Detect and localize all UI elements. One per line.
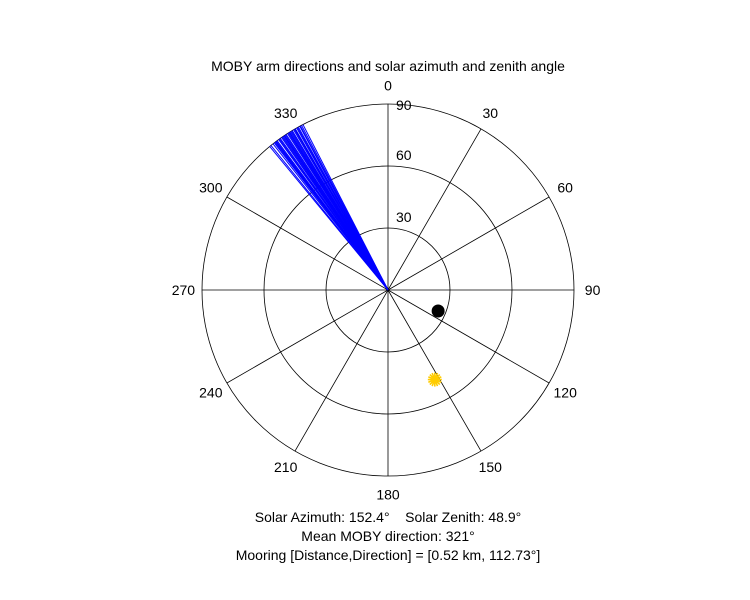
moby-arm-ray-24 — [279, 138, 389, 291]
radial-label-90: 90 — [396, 97, 412, 113]
axis-labels: 0 30 60 90 120 150 180 210 240 270 300 330 30 60 90 — [172, 77, 601, 502]
sun-core — [430, 375, 439, 384]
angle-label-300: 300 — [199, 180, 223, 196]
angular-spoke-210 — [294, 289, 389, 452]
angular-spoke-300 — [226, 196, 389, 291]
moby-arm-ray-32 — [274, 141, 389, 291]
angle-label-60: 60 — [557, 180, 573, 196]
angle-label-210: 210 — [274, 459, 298, 475]
angular-spoke-240 — [226, 289, 389, 384]
mooring-info-text: Mooring [Distance,Direction] = [0.52 km,… — [236, 547, 541, 563]
angular-spoke-120 — [387, 289, 550, 384]
moby-arm-ray-31 — [299, 125, 389, 291]
angular-spoke-150 — [387, 289, 482, 452]
angle-label-330: 330 — [274, 105, 298, 121]
moby-arm-ray-34 — [289, 131, 389, 291]
moby-arm-rays — [269, 124, 389, 291]
angular-spoke-60 — [387, 196, 550, 291]
angle-label-120: 120 — [554, 384, 578, 400]
radial-label-60: 60 — [396, 147, 412, 163]
moby-arm-ray-33 — [283, 135, 389, 291]
radial-label-30: 30 — [396, 209, 412, 225]
angle-label-180: 180 — [376, 487, 400, 503]
angle-label-90: 90 — [585, 282, 601, 298]
angle-label-0: 0 — [384, 77, 392, 93]
polar-grid — [201, 103, 575, 477]
point-markers — [427, 304, 445, 387]
angular-spoke-30 — [387, 128, 482, 291]
sun-marker — [427, 372, 442, 387]
angle-label-270: 270 — [172, 282, 196, 298]
solar-info-text: Solar Azimuth: 152.4° Solar Zenith: 48.9… — [255, 509, 521, 525]
angle-label-30: 30 — [483, 105, 499, 121]
mooring-marker — [431, 304, 445, 318]
angle-label-150: 150 — [479, 459, 503, 475]
moby-arm-ray-30 — [297, 127, 389, 291]
angle-label-240: 240 — [199, 384, 223, 400]
moby-arm-ray-29 — [294, 128, 389, 291]
chart-title: MOBY arm directions and solar azimuth an… — [211, 58, 565, 74]
mean-moby-direction-text: Mean MOBY direction: 321° — [301, 528, 474, 544]
